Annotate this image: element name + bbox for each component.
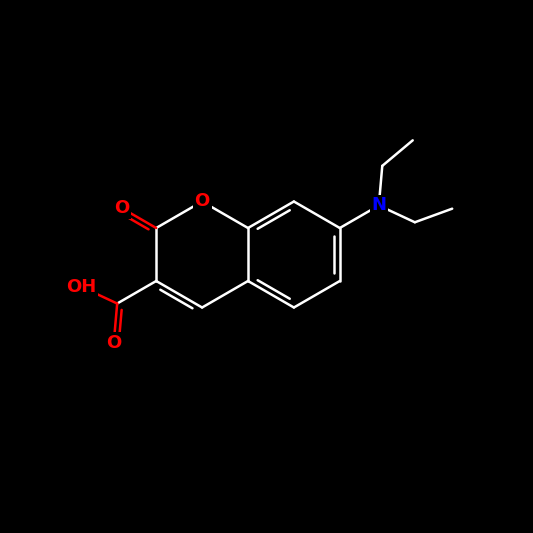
- Text: O: O: [106, 334, 122, 352]
- Text: N: N: [372, 197, 386, 214]
- Text: OH: OH: [66, 278, 96, 296]
- Text: O: O: [195, 192, 209, 211]
- Text: O: O: [114, 199, 130, 217]
